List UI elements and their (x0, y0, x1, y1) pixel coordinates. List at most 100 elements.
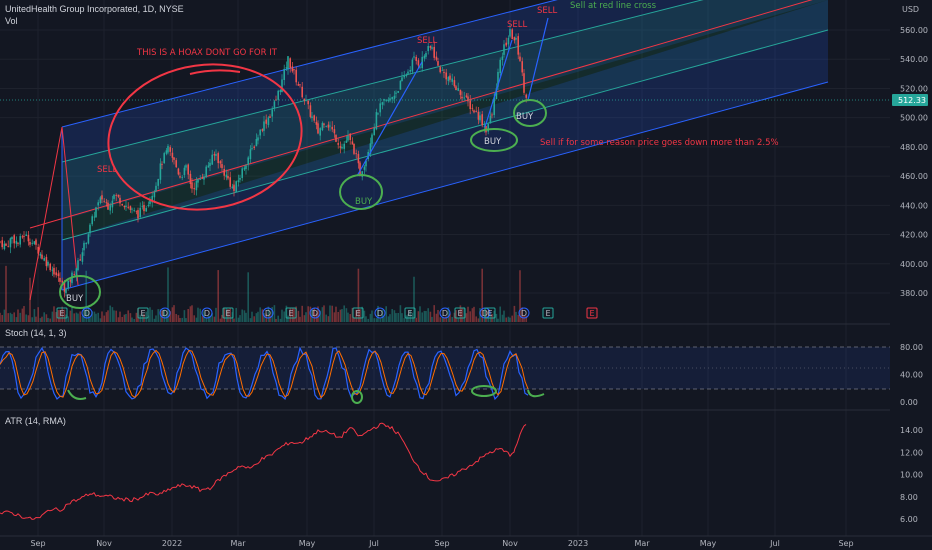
volume-bar (429, 311, 432, 322)
atr-label[interactable]: ATR (14, RMA) (5, 416, 66, 426)
candle-body (171, 152, 174, 158)
regression-channel[interactable] (29, 0, 829, 301)
candle-body (7, 245, 9, 247)
dividend-marker[interactable] (159, 307, 171, 319)
candle-body (241, 168, 243, 178)
trend-line-2[interactable] (484, 39, 513, 128)
channel-lower-line[interactable] (61, 81, 829, 291)
hoax-circle[interactable] (99, 52, 311, 222)
candle-body (341, 147, 343, 149)
volume-bar (87, 306, 90, 322)
volume-bar (375, 318, 378, 322)
candle-body (287, 56, 289, 70)
volume-bar (287, 315, 289, 322)
volume-bar (27, 315, 30, 322)
buy-circle-2[interactable] (339, 174, 383, 210)
candle-body (35, 239, 37, 245)
earnings-marker[interactable] (404, 307, 416, 319)
buy-circle-3[interactable] (470, 128, 518, 152)
price-axis[interactable]: USD 560.00 540.00 520.00 500.00 480.00 460.00… (890, 0, 932, 536)
time-axis[interactable]: Sep Nov 2022 Mar May Jul Sep Nov 2023 Mar May Jul Se… (0, 535, 932, 548)
candle-body (327, 124, 330, 128)
price-tick-label: 540.00 (900, 55, 928, 64)
volume-bar (293, 308, 295, 322)
trend-line-1[interactable] (356, 61, 423, 177)
pitch-line[interactable] (29, 126, 63, 301)
event-marker-label: D (521, 309, 527, 318)
atr-line[interactable] (0, 422, 527, 520)
volume-bar (341, 309, 343, 322)
candle-body (305, 100, 307, 102)
dividend-marker[interactable] (201, 307, 213, 319)
candle-body (19, 236, 21, 245)
volume-bar (441, 316, 444, 322)
atr-pane[interactable] (0, 422, 527, 520)
candle-body (165, 150, 168, 154)
upcoming-earnings-marker[interactable] (586, 307, 598, 319)
dividend-marker[interactable] (309, 307, 321, 319)
volume-bar (453, 312, 456, 322)
earnings-marker[interactable] (285, 307, 297, 319)
warning-text: Sell if for some reason price goes down … (540, 138, 779, 148)
volume-bar (95, 313, 97, 322)
event-marker-label: D (162, 309, 168, 318)
candle-body (33, 241, 36, 244)
candle-body (201, 177, 204, 179)
stoch-k-line[interactable] (0, 346, 529, 401)
stoch-d-line[interactable] (0, 349, 529, 399)
volume-bar (197, 307, 199, 322)
pitch-line-2[interactable] (61, 126, 79, 286)
volume-bar (275, 318, 277, 322)
earnings-marker[interactable] (454, 307, 466, 319)
earnings-marker[interactable] (222, 307, 234, 319)
candle-body (141, 206, 144, 208)
dividend-marker[interactable] (262, 307, 274, 319)
symbol-title[interactable]: UnitedHealth Group Incorporated, 1D, NYS… (5, 4, 184, 14)
stoch-pane[interactable] (0, 346, 890, 404)
volume-bar (227, 309, 229, 322)
price-candles[interactable] (0, 24, 527, 298)
earnings-marker[interactable] (352, 307, 364, 319)
earnings-marker[interactable] (137, 307, 149, 319)
event-marker-label: D (204, 309, 210, 318)
candle-body (457, 88, 459, 91)
buy-label-1: BUY (66, 294, 84, 304)
channel-mid-line[interactable] (29, 0, 828, 229)
earnings-marker[interactable] (484, 307, 496, 319)
stoch-label[interactable]: Stoch (14, 1, 3) (5, 328, 67, 338)
earnings-marker[interactable] (542, 307, 554, 319)
candle-body (261, 129, 264, 131)
trend-lines[interactable] (356, 17, 549, 177)
volume-bar (509, 317, 511, 322)
volume-bar (135, 312, 138, 322)
dividend-marker[interactable] (81, 307, 93, 319)
annotations[interactable]: THIS IS A HOAX DONT GO FOR IT SELL SELL … (59, 1, 779, 309)
price-grid (0, 0, 890, 536)
channel-green-lower-line[interactable] (61, 29, 829, 241)
candle-body (377, 113, 379, 115)
trend-line-3[interactable] (527, 17, 549, 101)
volume-bar (363, 310, 366, 322)
volume-bar (457, 318, 459, 322)
volume-bar (97, 312, 99, 322)
sell-label-4: SELL (537, 6, 558, 16)
buy-circle-1[interactable] (59, 275, 101, 309)
dividend-marker[interactable] (518, 307, 530, 319)
time-tick-label: Mar (230, 539, 246, 548)
candle-body (0, 241, 1, 243)
volume-bar (349, 314, 351, 322)
candle-body (223, 168, 225, 176)
dividend-marker[interactable] (439, 307, 451, 319)
channel-green-upper-line[interactable] (61, 0, 828, 163)
dividend-marker[interactable] (374, 307, 386, 319)
event-marker-label: D (265, 309, 271, 318)
earnings-marker[interactable] (56, 307, 68, 319)
volume-bar (151, 309, 153, 322)
volume-bar (311, 308, 313, 322)
volume-bar (107, 310, 109, 322)
channel-upper-line[interactable] (61, 0, 828, 128)
buy-circle-4[interactable] (513, 99, 547, 127)
candle-body (513, 37, 516, 41)
